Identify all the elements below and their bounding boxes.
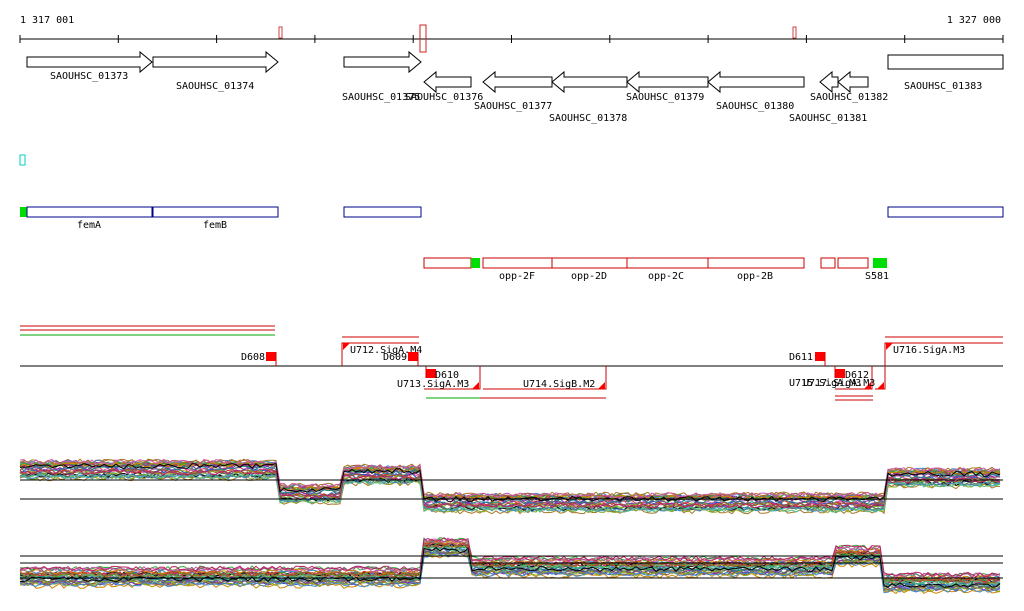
- feature-track: D608 U712.SigA.M4 D609 D610 U713.SigA.M3: [20, 325, 1003, 401]
- expression-profile-line: [19, 537, 1001, 578]
- annotation-box[interactable]: [423, 257, 472, 269]
- annotation-label: opp-2D: [571, 271, 607, 282]
- feature-label: U712.SigA.M4: [350, 345, 422, 356]
- cyan-feature-mark[interactable]: [19, 154, 26, 166]
- annotation-box[interactable]: opp-2D: [551, 257, 628, 282]
- expression-panel-1: [19, 458, 1003, 515]
- feature-marker[interactable]: D609: [383, 352, 419, 366]
- ruler-highlight-marker[interactable]: [278, 26, 283, 39]
- start-coordinate: 1 317 001: [20, 15, 74, 26]
- annotation-box[interactable]: opp-2F: [482, 257, 553, 282]
- feature-label: D608: [241, 352, 265, 363]
- gene-arrow[interactable]: SAOUHSC_01375: [342, 50, 422, 103]
- expression-profile-line: [19, 467, 1001, 508]
- reverse-annotation-track: opp-2F opp-2D opp-2C opp-2B S581: [423, 257, 889, 282]
- annotation-label: S581: [865, 271, 889, 282]
- feature-marker[interactable]: U714.SigB.M2: [483, 366, 607, 390]
- expression-profile-line: [19, 542, 1001, 583]
- expression-profile-line: [19, 458, 1001, 498]
- annotation-label: opp-2B: [737, 271, 773, 282]
- ruler-viewport-marker[interactable]: [419, 24, 427, 53]
- gene-label: SAOUHSC_01377: [474, 101, 552, 112]
- expression-profiles: [19, 537, 1001, 595]
- annotation-box[interactable]: opp-2B: [707, 257, 805, 282]
- expression-panel-2: [19, 537, 1003, 595]
- gene-arrow[interactable]: SAOUHSC_01380: [707, 70, 805, 112]
- end-coordinate: 1 327 000: [947, 15, 1001, 26]
- green-feature-mark[interactable]: [471, 258, 480, 268]
- gene-label: SAOUHSC_01378: [549, 113, 627, 124]
- annotation-label: femB: [203, 220, 227, 231]
- feature-label: D609: [383, 352, 407, 363]
- feature-marker[interactable]: D610: [425, 366, 459, 381]
- annotation-box[interactable]: [887, 206, 1004, 218]
- coordinate-ruler: 1 317 001 1 327 000: [19, 15, 1004, 53]
- gene-arrow[interactable]: SAOUHSC_01379: [626, 70, 709, 103]
- gene-arrow[interactable]: SAOUHSC_01382: [810, 70, 888, 103]
- ruler-highlight-marker[interactable]: [792, 26, 797, 39]
- feature-marker[interactable]: D611: [789, 352, 826, 366]
- expression-profile-line: [19, 468, 1000, 508]
- feature-label: D611: [789, 352, 813, 363]
- annotation-box[interactable]: opp-2C: [626, 257, 709, 282]
- feature-label: D612: [845, 370, 869, 381]
- annotation-box[interactable]: S581: [865, 258, 889, 282]
- feature-label: U715.SigA.M3: [789, 378, 861, 389]
- feature-label: U716.SigA.M3: [893, 345, 965, 356]
- gene-label: SAOUHSC_01375: [342, 92, 420, 103]
- gene-track: SAOUHSC_01373 SAOUHSC_01374 SAOUHSC_0137…: [26, 50, 1004, 124]
- gene-label: SAOUHSC_01383: [904, 81, 982, 92]
- feature-marker[interactable]: U717.SigA.M3: [803, 366, 886, 390]
- annotation-box[interactable]: [837, 257, 869, 269]
- expression-profile-line: [19, 473, 1001, 513]
- gene-arrow[interactable]: SAOUHSC_01378: [549, 70, 628, 124]
- feature-label: D610: [435, 370, 459, 381]
- feature-marker[interactable]: U715.SigA.M3: [789, 366, 873, 390]
- feature-marker[interactable]: U713.SigA.M3: [397, 366, 481, 390]
- green-feature-mark[interactable]: [20, 207, 27, 217]
- gene-label: SAOUHSC_01380: [716, 101, 794, 112]
- annotation-box[interactable]: [820, 257, 836, 269]
- expression-profile-line: [19, 469, 1001, 509]
- expression-profile-line: [19, 469, 1001, 509]
- gene-label: SAOUHSC_01379: [626, 92, 704, 103]
- forward-annotation-track: femA femB: [20, 206, 1004, 231]
- annotation-box[interactable]: femA: [26, 206, 153, 231]
- gene-arrow[interactable]: SAOUHSC_01374: [152, 50, 279, 92]
- annotation-label: opp-2F: [499, 271, 535, 282]
- feature-label: U714.SigB.M2: [523, 379, 595, 390]
- gene-label: SAOUHSC_01382: [810, 92, 888, 103]
- expression-profile-line: [19, 472, 1001, 513]
- ruler-ticks: [19, 35, 1004, 43]
- gene-arrow[interactable]: SAOUHSC_01377: [474, 70, 553, 112]
- gene-arrow[interactable]: SAOUHSC_01381: [789, 70, 867, 124]
- expression-profile-line: [19, 458, 1001, 498]
- annotation-label: opp-2C: [648, 271, 684, 282]
- feature-label: U713.SigA.M3: [397, 379, 469, 390]
- feature-marker[interactable]: U716.SigA.M3: [884, 342, 1003, 366]
- expression-profiles: [19, 458, 1001, 515]
- gene-arrow[interactable]: SAOUHSC_01383: [887, 54, 1004, 92]
- feature-marker[interactable]: D612: [834, 366, 869, 381]
- gene-arrow[interactable]: SAOUHSC_01373: [26, 50, 153, 82]
- feature-marker[interactable]: U712.SigA.M4: [341, 342, 422, 366]
- gene-arrow[interactable]: SAOUHSC_01376: [405, 70, 483, 103]
- annotation-box[interactable]: [343, 206, 422, 218]
- annotation-label: femA: [77, 220, 101, 231]
- feature-marker[interactable]: D608: [241, 352, 277, 366]
- gene-label: SAOUHSC_01374: [176, 81, 254, 92]
- gene-label: SAOUHSC_01373: [50, 71, 128, 82]
- gene-label: SAOUHSC_01381: [789, 113, 867, 124]
- annotation-box[interactable]: femB: [152, 206, 279, 231]
- gene-label: SAOUHSC_01376: [405, 92, 483, 103]
- expression-profile-line: [19, 462, 1001, 503]
- feature-label: U717.SigA.M3: [803, 378, 875, 389]
